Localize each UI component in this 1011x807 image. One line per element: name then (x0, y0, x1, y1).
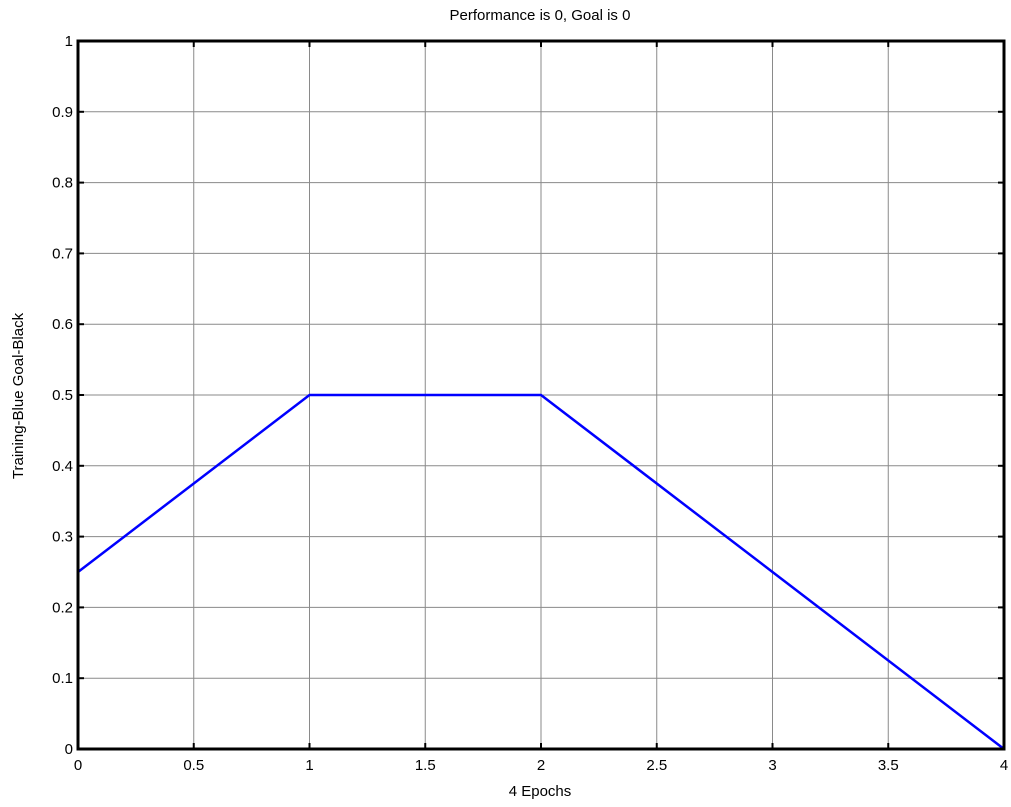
y-tick-label: 0.8 (52, 175, 73, 192)
x-tick-labels: 0 0.5 1 1.5 2 2.5 3 3.5 4 (74, 757, 1008, 774)
x-tick-label: 2.5 (646, 757, 667, 774)
y-tick-labels: 0 0.1 0.2 0.3 0.4 0.5 0.6 0.7 0.8 0.9 1 (52, 33, 73, 758)
y-tick-label: 0.3 (52, 529, 73, 546)
y-tick-label: 0.9 (52, 104, 73, 121)
x-tick-label: 2 (537, 757, 545, 774)
x-tick-label: 0 (74, 757, 82, 774)
y-tick-label: 0.1 (52, 670, 73, 687)
y-axis-label: Training-Blue Goal-Black (10, 312, 27, 479)
y-tick-label: 0.6 (52, 316, 73, 333)
chart-title: Performance is 0, Goal is 0 (450, 7, 631, 24)
x-axis-label: 4 Epochs (509, 783, 572, 800)
x-tick-label: 1 (305, 757, 313, 774)
x-tick-label: 1.5 (415, 757, 436, 774)
x-tick-label: 3 (768, 757, 776, 774)
y-tick-label: 0.7 (52, 245, 73, 262)
y-tick-label: 0.5 (52, 387, 73, 404)
y-tick-label: 0 (65, 741, 73, 758)
y-tick-label: 0.4 (52, 458, 73, 475)
x-tick-label: 0.5 (183, 757, 204, 774)
y-tick-label: 1 (65, 33, 73, 50)
y-tick-label: 0.2 (52, 599, 73, 616)
x-tick-label: 3.5 (878, 757, 899, 774)
x-tick-label: 4 (1000, 757, 1008, 774)
